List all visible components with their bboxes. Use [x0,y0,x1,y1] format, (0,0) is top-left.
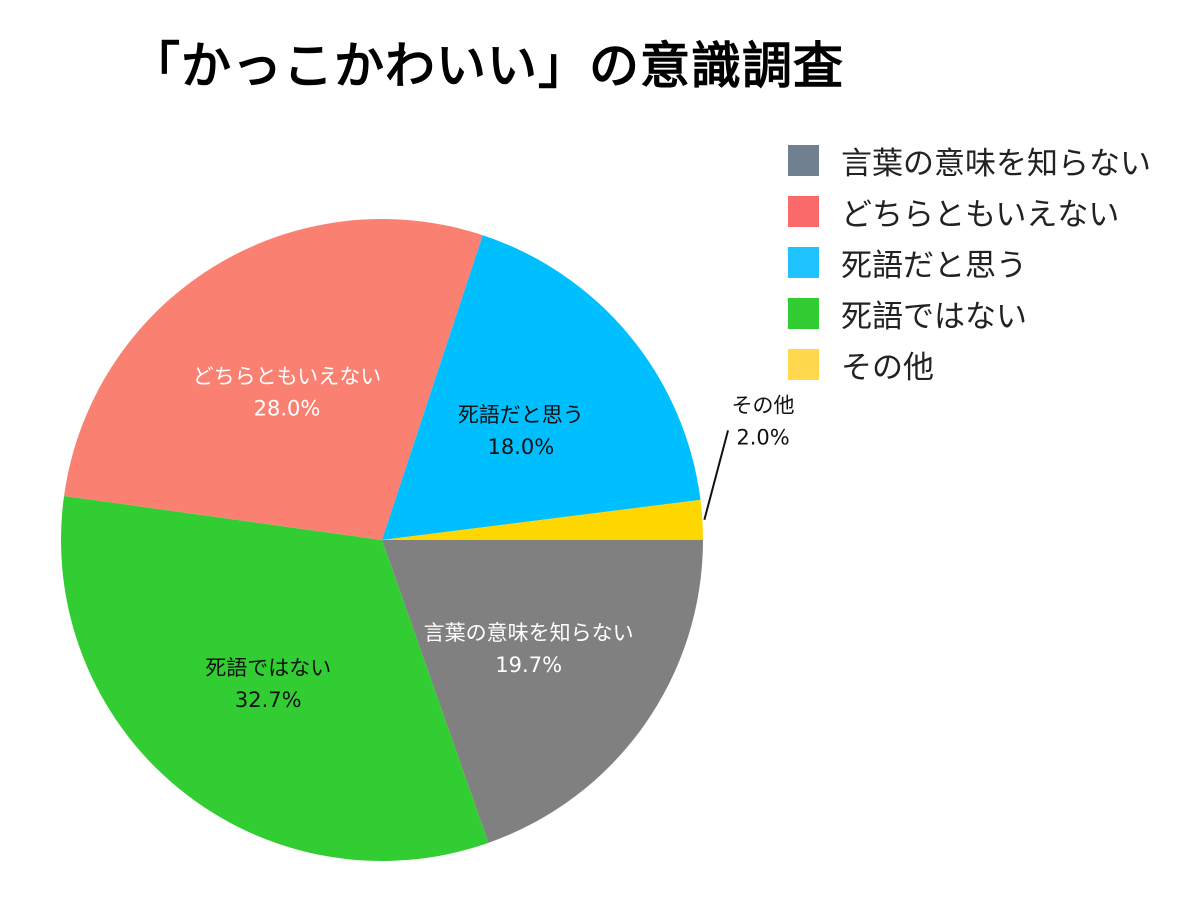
legend-swatch [788,349,819,380]
pie-slice-neutral [64,218,483,540]
legend-item-unknown-meaning: 言葉の意味を知らない [788,135,1151,186]
slice-value-dead-word: 18.0% [487,435,554,459]
pie-slice-dead-word [382,235,701,540]
slice-value-neutral: 28.0% [254,396,321,420]
legend-swatch [788,247,819,278]
legend-label: その他 [841,350,934,386]
legend-item-neutral: どちらともいえない [788,186,1151,237]
pie-labels: 言葉の意味を知らない 19.7% 死語ではない 32.7% どちらともいえない 28.0%… [193,364,795,712]
legend-swatch [788,145,819,176]
slice-value-unknown-meaning: 19.7% [495,653,562,677]
slice-label-unknown-meaning: 言葉の意味を知らない [424,621,634,645]
legend-item-dead-word: 死語だと思う [788,237,1151,288]
leader-line-other [703,430,730,521]
pie-slice-unknown-meaning [382,540,703,843]
slice-label-neutral: どちらともいえない [193,364,382,388]
legend-label: 死語だと思う [841,248,1027,284]
legend-swatch [788,196,819,227]
legend-label: 死語ではない [841,299,1027,335]
pie-slices [60,218,703,861]
slice-value-other: 2.0% [736,425,789,449]
legend-item-other: その他 [788,339,1151,390]
slice-value-not-dead-word: 32.7% [235,688,302,712]
legend-label: どちらともいえない [841,197,1120,233]
pie-slice-not-dead-word [60,495,489,861]
slice-label-not-dead-word: 死語ではない [205,656,331,680]
chart-title: 「かっこかわいい」の意識調査 [130,37,844,95]
legend-swatch [788,298,819,329]
slice-label-dead-word: 死語だと思う [458,403,584,427]
legend-label: 言葉の意味を知らない [841,146,1151,182]
legend: 言葉の意味を知らない どちらともいえない 死語だと思う 死語ではない その他 [788,135,1151,390]
pie-slice-other [382,499,703,540]
legend-item-not-dead-word: 死語ではない [788,288,1151,339]
slice-label-other: その他 [732,393,795,417]
